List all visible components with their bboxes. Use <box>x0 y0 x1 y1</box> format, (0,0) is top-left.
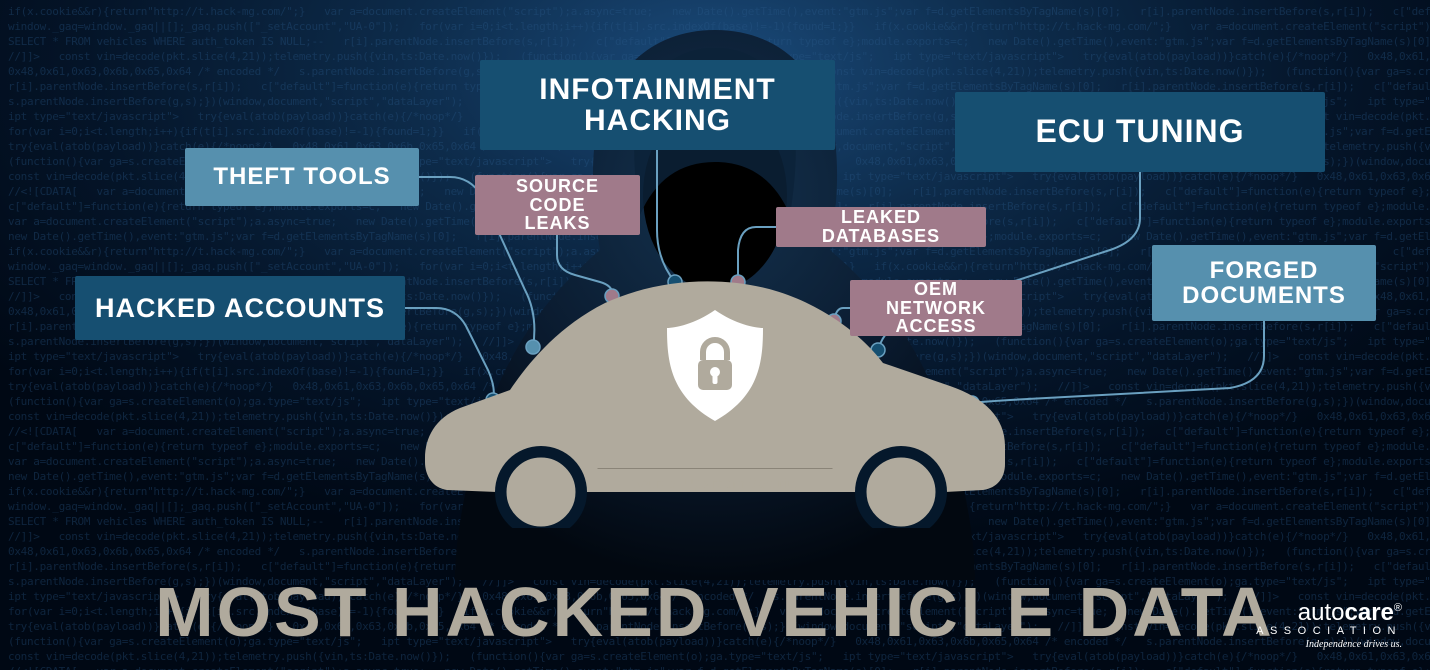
source-attribution: Source: Upstream Security <box>631 475 798 491</box>
callout-theft-tools: THEFT TOOLS <box>185 148 419 206</box>
callout-source-code: SOURCE CODELEAKS <box>475 175 640 235</box>
main-title: MOST HACKED VEHICLE DATA <box>155 572 1274 652</box>
source-divider <box>598 468 833 469</box>
callout-ecu-tuning: ECU TUNING <box>955 92 1325 172</box>
callout-oem-network: OEM NETWORKACCESS <box>850 280 1022 336</box>
callout-hacked-accounts: HACKED ACCOUNTS <box>75 276 405 340</box>
shield-lock-icon <box>665 308 765 423</box>
logo-tagline: Independence drives us. <box>1256 639 1402 650</box>
autocare-logo: autocare® ASSOCIATION Independence drive… <box>1256 599 1402 650</box>
callout-infotainment: INFOTAINMENTHACKING <box>480 60 835 150</box>
callout-leaked-db: LEAKED DATABASES <box>776 207 986 247</box>
logo-brand-a: auto <box>1298 599 1345 626</box>
logo-subtext: ASSOCIATION <box>1256 625 1402 637</box>
logo-brand-b: care <box>1345 599 1394 626</box>
logo-registered: ® <box>1394 602 1402 614</box>
callout-forged-docs: FORGEDDOCUMENTS <box>1152 245 1376 321</box>
